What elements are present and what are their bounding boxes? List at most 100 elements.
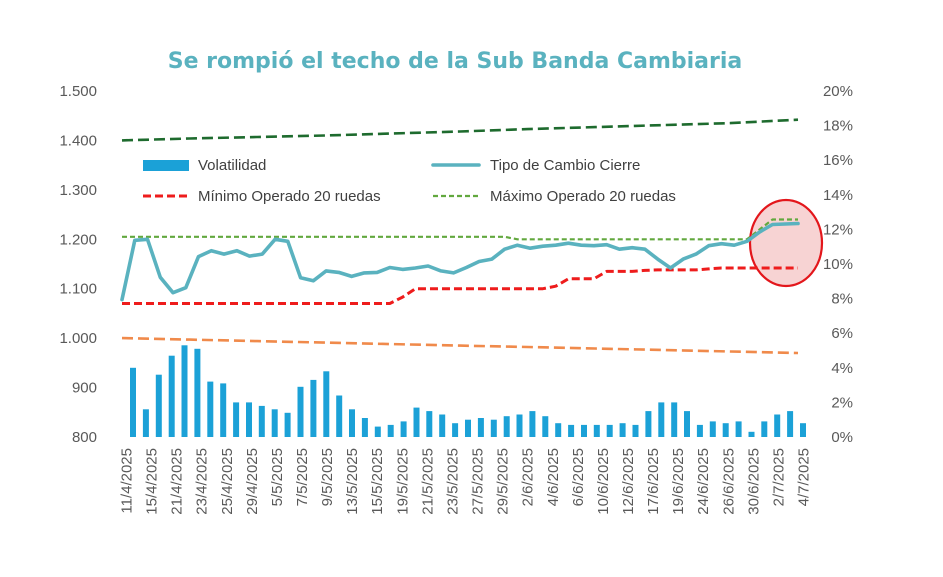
right-tick-label: 0% — [831, 429, 853, 446]
right-tick-label: 14% — [823, 187, 853, 204]
volatility-bar — [696, 424, 703, 437]
volatility-bar — [581, 424, 587, 437]
x-tick-label: 24/6/2025 — [695, 448, 712, 515]
volatility-bar — [413, 407, 420, 437]
x-axis-labels: 11/4/2025 15/4/2025 21/4/2025 23/4/2025 25/4… — [119, 448, 813, 515]
left-tick-label: 1.400 — [59, 132, 97, 149]
x-tick-label: 23/4/2025 — [194, 448, 211, 515]
volatility-bar — [477, 418, 484, 437]
volatility-bar — [709, 421, 716, 437]
x-tick-label: 15/4/2025 — [144, 448, 161, 515]
x-tick-label: 12/6/2025 — [620, 448, 637, 515]
legend-label: Máximo Operado 20 ruedas — [490, 188, 676, 205]
volatility-bar — [490, 419, 497, 437]
volatility-bar — [297, 386, 304, 437]
volatility-bar — [761, 421, 768, 437]
volatility-bar — [233, 402, 240, 437]
left-tick-label: 1.500 — [59, 83, 97, 100]
volatility-bar — [349, 409, 355, 437]
volatility-bar — [542, 416, 549, 437]
volatility-bar — [168, 355, 175, 437]
x-tick-label: 29/4/2025 — [244, 448, 261, 515]
x-tick-label: 2/6/2025 — [520, 448, 537, 506]
x-tick-label: 30/6/2025 — [745, 448, 762, 515]
volatility-bar — [284, 412, 291, 437]
legend-label: Mínimo Operado 20 ruedas — [198, 188, 381, 205]
volatility-bar — [645, 411, 652, 437]
right-tick-label: 16% — [823, 152, 853, 169]
volatility-bar — [529, 411, 536, 437]
right-tick-label: 10% — [823, 256, 853, 273]
volatility-bar — [658, 402, 665, 437]
annotation-layer — [748, 198, 824, 288]
left-tick-label: 1.300 — [59, 182, 97, 199]
x-tick-label: 21/4/2025 — [169, 448, 186, 515]
right-axis-labels: 0% 2% 4% 6% 8% 10% 12% 14% 16% 18% 20% — [823, 83, 853, 446]
x-tick-label: 10/6/2025 — [595, 448, 612, 515]
volatility-bar — [606, 424, 613, 437]
volatility-bar — [387, 424, 394, 437]
x-tick-label: 2/7/2025 — [770, 448, 787, 506]
right-tick-label: 20% — [823, 83, 853, 100]
volatility-bar — [748, 431, 755, 437]
volatility-bar — [800, 423, 806, 437]
volatility-bar — [220, 383, 227, 437]
volatility-bar — [155, 374, 162, 437]
volatility-bar — [671, 402, 678, 437]
volatility-bar — [684, 411, 690, 437]
legend-swatch-bar — [143, 160, 189, 171]
volatility-bar — [735, 421, 742, 437]
x-tick-label: 25/4/2025 — [219, 448, 236, 515]
legend-label: Volatilidad — [198, 157, 266, 174]
volatility-bar — [207, 381, 214, 437]
volatility-bar — [130, 367, 136, 437]
volatility-bar — [516, 414, 523, 437]
volatility-bar — [568, 424, 575, 437]
volatility-bar — [374, 426, 381, 437]
chart-title: Se rompió el techo de la Sub Banda Cambi… — [168, 49, 743, 74]
x-tick-label: 27/5/2025 — [470, 448, 487, 515]
right-tick-label: 4% — [831, 360, 853, 377]
volatility-bar — [181, 345, 188, 437]
volatility-bar — [722, 423, 729, 437]
left-tick-label: 900 — [72, 380, 97, 397]
volatility-bar — [619, 423, 626, 437]
right-tick-label: 6% — [831, 325, 853, 342]
x-tick-label: 19/6/2025 — [670, 448, 687, 515]
x-tick-label: 7/5/2025 — [294, 448, 311, 506]
volatility-bar — [142, 409, 149, 437]
volatility-bar — [465, 419, 471, 437]
upper-band-line — [121, 118, 799, 142]
x-tick-label: 9/5/2025 — [319, 448, 336, 506]
x-tick-label: 19/5/2025 — [394, 448, 411, 515]
volatility-bar — [593, 424, 600, 437]
right-tick-label: 12% — [823, 221, 853, 238]
x-tick-label: 6/6/2025 — [570, 448, 587, 506]
volatility-bar — [361, 418, 368, 437]
volatility-bar — [774, 414, 781, 437]
legend: Volatilidad Tipo de Cambio Cierre Mínimo O… — [143, 157, 676, 205]
x-tick-label: 17/6/2025 — [645, 448, 662, 515]
right-tick-label: 18% — [823, 118, 853, 135]
x-tick-label: 13/5/2025 — [344, 448, 361, 515]
x-tick-label: 4/7/2025 — [796, 448, 813, 506]
legend-label: Tipo de Cambio Cierre — [490, 157, 640, 174]
x-tick-label: 29/5/2025 — [495, 448, 512, 515]
volatility-bar — [271, 409, 278, 437]
volatility-bar — [246, 402, 252, 437]
left-tick-label: 1.000 — [59, 330, 97, 347]
left-tick-label: 1.200 — [59, 231, 97, 248]
left-tick-label: 800 — [72, 429, 97, 446]
volatility-bar — [426, 411, 433, 437]
left-axis-labels: 800 900 1.000 1.100 1.200 1.300 1.400 1.500 — [59, 83, 97, 446]
left-tick-label: 1.100 — [59, 281, 97, 298]
x-tick-label: 26/6/2025 — [720, 448, 737, 515]
volatility-bar — [632, 424, 639, 437]
x-tick-label: 4/6/2025 — [545, 448, 562, 506]
highlight-ellipse — [748, 198, 824, 288]
right-tick-label: 8% — [831, 291, 853, 308]
x-tick-label: 5/5/2025 — [269, 448, 286, 506]
volatility-bars — [130, 345, 806, 437]
volatility-bar — [336, 395, 343, 437]
